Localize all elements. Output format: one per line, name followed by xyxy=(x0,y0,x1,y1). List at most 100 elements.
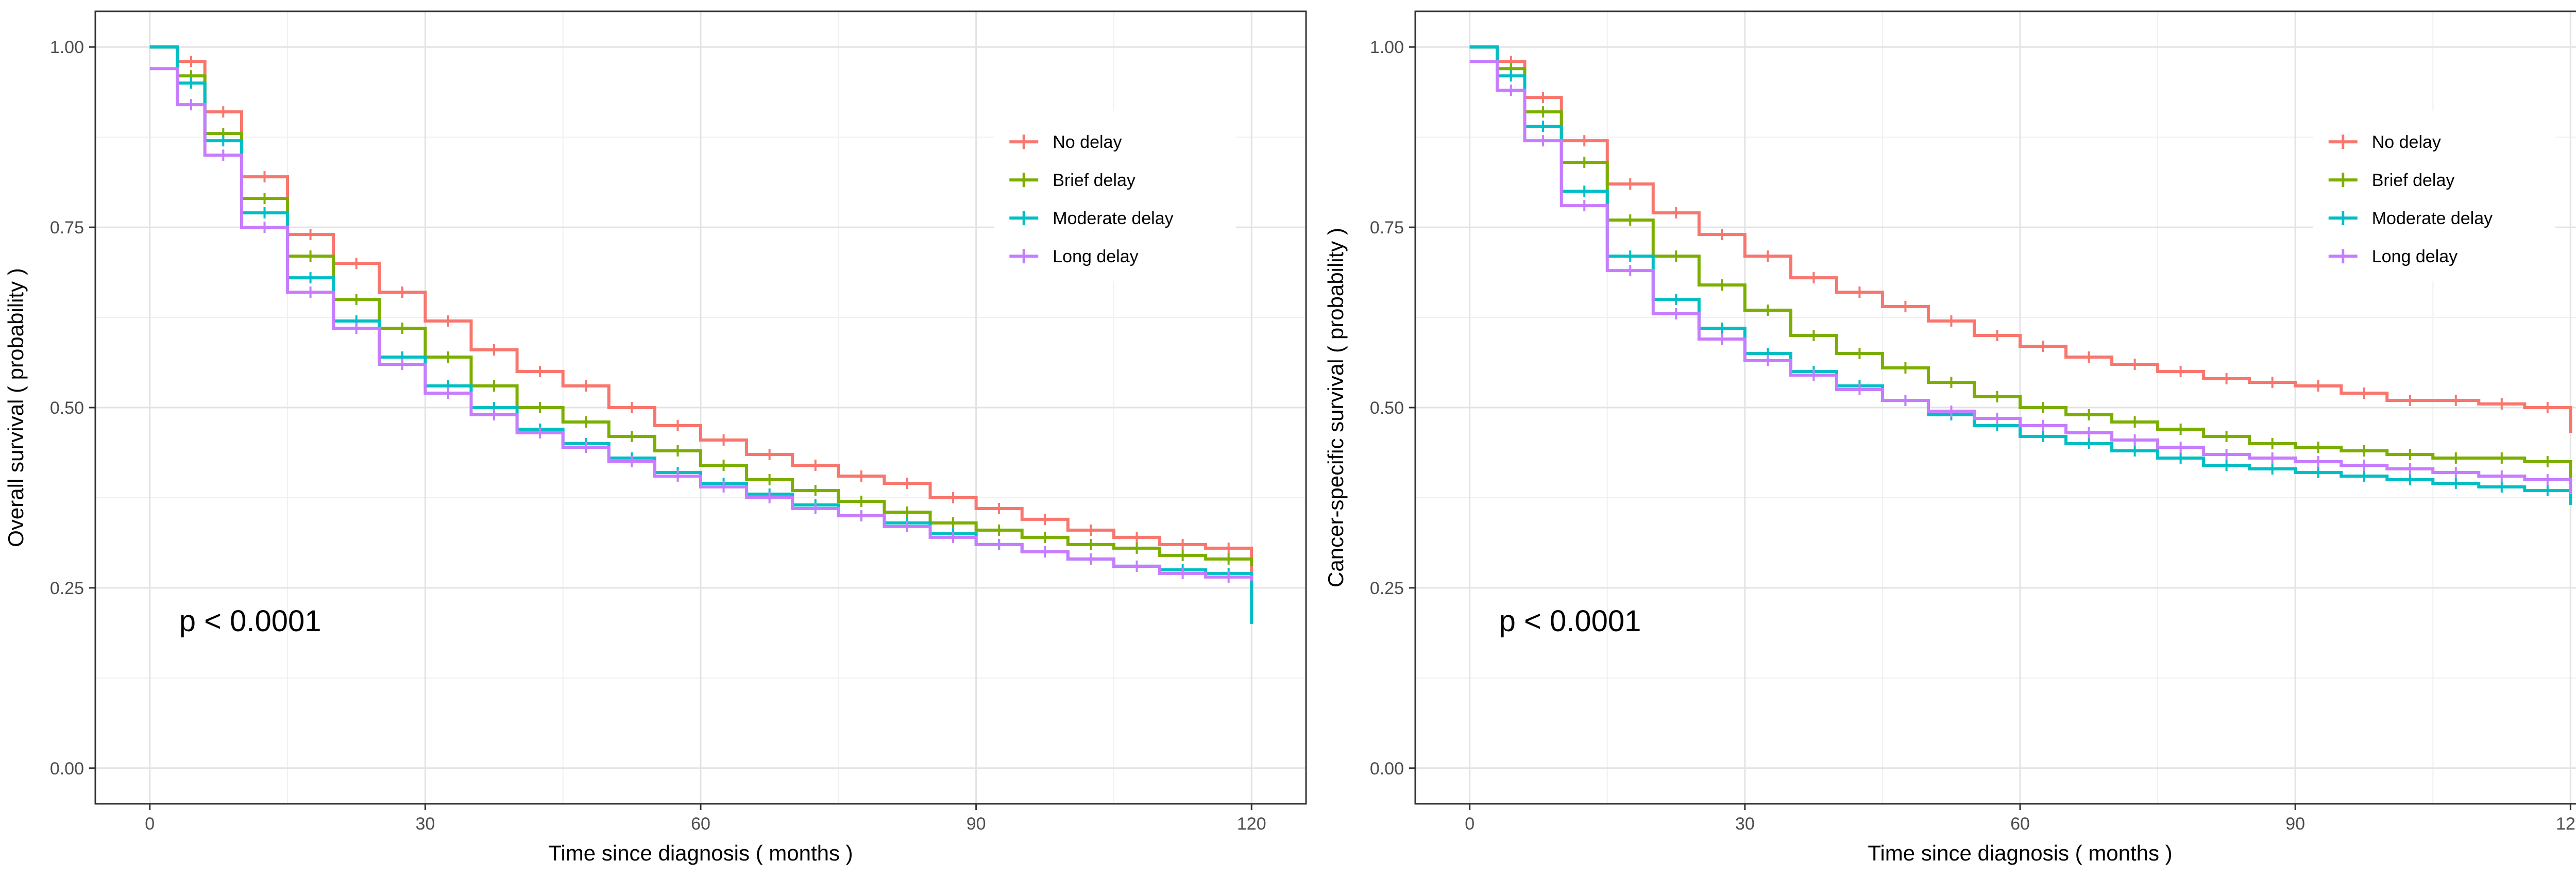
censor-mark xyxy=(1670,294,1682,306)
censor-mark xyxy=(442,315,454,327)
censor-mark xyxy=(2083,351,2095,363)
censor-mark xyxy=(2358,445,2370,457)
censor-mark xyxy=(947,531,959,543)
legend-background xyxy=(994,111,1236,281)
censor-mark xyxy=(2312,380,2324,392)
censor-mark xyxy=(2541,484,2553,496)
censor-mark xyxy=(217,149,229,161)
censor-mark xyxy=(993,524,1005,536)
cancer-specific-survival-x-axis-title: Time since diagnosis ( months ) xyxy=(1868,841,2172,865)
censor-mark xyxy=(396,323,408,334)
censor-mark xyxy=(2266,377,2278,389)
censor-mark xyxy=(1624,265,1636,277)
censor-mark xyxy=(580,416,592,428)
censor-mark xyxy=(809,484,821,496)
y-tick-label: 0.75 xyxy=(50,218,84,238)
censor-mark xyxy=(1808,369,1820,381)
censor-mark xyxy=(993,502,1005,514)
censor-mark xyxy=(2266,452,2278,464)
censor-mark xyxy=(2221,459,2232,471)
censor-mark xyxy=(350,294,362,306)
censor-mark xyxy=(304,272,316,284)
censor-mark xyxy=(1039,513,1051,525)
censor-mark xyxy=(1177,538,1189,550)
censor-mark xyxy=(185,99,197,111)
censor-mark xyxy=(1900,395,1911,407)
overall-survival-axis-ticks: 0 30 60 90 120 0.00 0.25 0.50 0.75 1.00 xyxy=(50,38,1266,834)
censor-mark xyxy=(1085,553,1097,565)
censor-mark xyxy=(809,459,821,471)
curve-long-delay xyxy=(1469,60,2572,494)
censor-mark xyxy=(1854,384,1866,396)
overall-survival-panel: 0 30 60 90 120 0.00 0.25 0.50 0.75 1.00 Time sinc… xyxy=(4,10,1307,865)
censor-mark xyxy=(901,506,913,518)
legend-label: Moderate delay xyxy=(1053,209,1173,228)
curve-no-delay xyxy=(149,45,1253,595)
censor-mark xyxy=(1579,157,1590,168)
censor-mark xyxy=(1085,538,1097,550)
censor-mark xyxy=(304,229,316,241)
censor-mark xyxy=(2404,463,2416,475)
censor-mark xyxy=(442,387,454,399)
censor-mark xyxy=(2450,477,2462,489)
censor-mark xyxy=(1991,412,2003,424)
censor-mark xyxy=(2175,452,2187,464)
censor-mark xyxy=(396,286,408,298)
censor-mark xyxy=(1505,85,1517,96)
censor-mark xyxy=(2358,459,2370,471)
legend-label: Brief delay xyxy=(1053,171,1136,190)
censor-mark xyxy=(2312,466,2324,478)
censor-mark xyxy=(1670,308,1682,320)
censor-mark xyxy=(1900,301,1911,313)
x-tick-label: 0 xyxy=(1465,814,1475,834)
censor-mark xyxy=(1762,355,1774,367)
legend-item-brief-delay: Brief delay xyxy=(1009,171,1136,190)
censor-mark xyxy=(304,286,316,298)
censor-mark xyxy=(2541,474,2553,485)
y-tick-label: 0.75 xyxy=(1370,218,1404,238)
x-tick-label: 30 xyxy=(1735,814,1755,834)
legend-item-moderate-delay: Moderate delay xyxy=(2328,209,2493,228)
censor-mark xyxy=(1505,70,1517,82)
censor-mark xyxy=(259,207,270,219)
legend-item-no-delay: No delay xyxy=(2328,132,2441,152)
censor-mark xyxy=(1808,272,1820,284)
y-tick-label: 0.00 xyxy=(1370,759,1404,779)
censor-mark xyxy=(1223,542,1234,554)
censor-mark xyxy=(2083,437,2095,449)
legend-item-moderate-delay: Moderate delay xyxy=(1009,209,1174,228)
cancer-specific-survival-curves xyxy=(1469,45,2572,505)
overall-survival-p-value: p < 0.0001 xyxy=(179,604,321,638)
censor-mark xyxy=(809,502,821,514)
censor-mark xyxy=(1131,542,1143,554)
censor-mark xyxy=(1716,323,1728,334)
censor-mark xyxy=(718,459,730,471)
censor-mark xyxy=(1670,207,1682,219)
censor-mark xyxy=(2404,448,2416,460)
censor-mark xyxy=(488,344,500,356)
censor-mark xyxy=(2083,409,2095,420)
censor-mark xyxy=(304,250,316,262)
legend-label: Moderate delay xyxy=(2372,209,2493,228)
censor-mark xyxy=(1223,553,1234,565)
censor-mark xyxy=(626,430,638,442)
censor-mark xyxy=(580,441,592,453)
x-tick-label: 120 xyxy=(1237,814,1266,834)
censor-mark xyxy=(2129,416,2141,428)
censor-mark xyxy=(2358,387,2370,399)
censor-mark xyxy=(2221,448,2232,460)
censor-mark xyxy=(1624,250,1636,262)
y-tick-label: 0.25 xyxy=(50,579,84,598)
series-brief-delay xyxy=(1469,45,2572,480)
censor-mark xyxy=(764,492,775,503)
censor-mark xyxy=(1537,135,1549,147)
censor-mark xyxy=(396,359,408,370)
cancer-specific-survival-legend: No delay Brief delay Moderate delay Long de… xyxy=(2313,111,2555,281)
series-long-delay xyxy=(1469,60,2572,494)
censor-mark xyxy=(534,427,546,438)
x-tick-label: 120 xyxy=(2556,814,2576,834)
censor-mark xyxy=(488,380,500,392)
censor-mark xyxy=(259,171,270,183)
censor-mark xyxy=(2175,441,2187,453)
censor-mark xyxy=(1177,549,1189,561)
